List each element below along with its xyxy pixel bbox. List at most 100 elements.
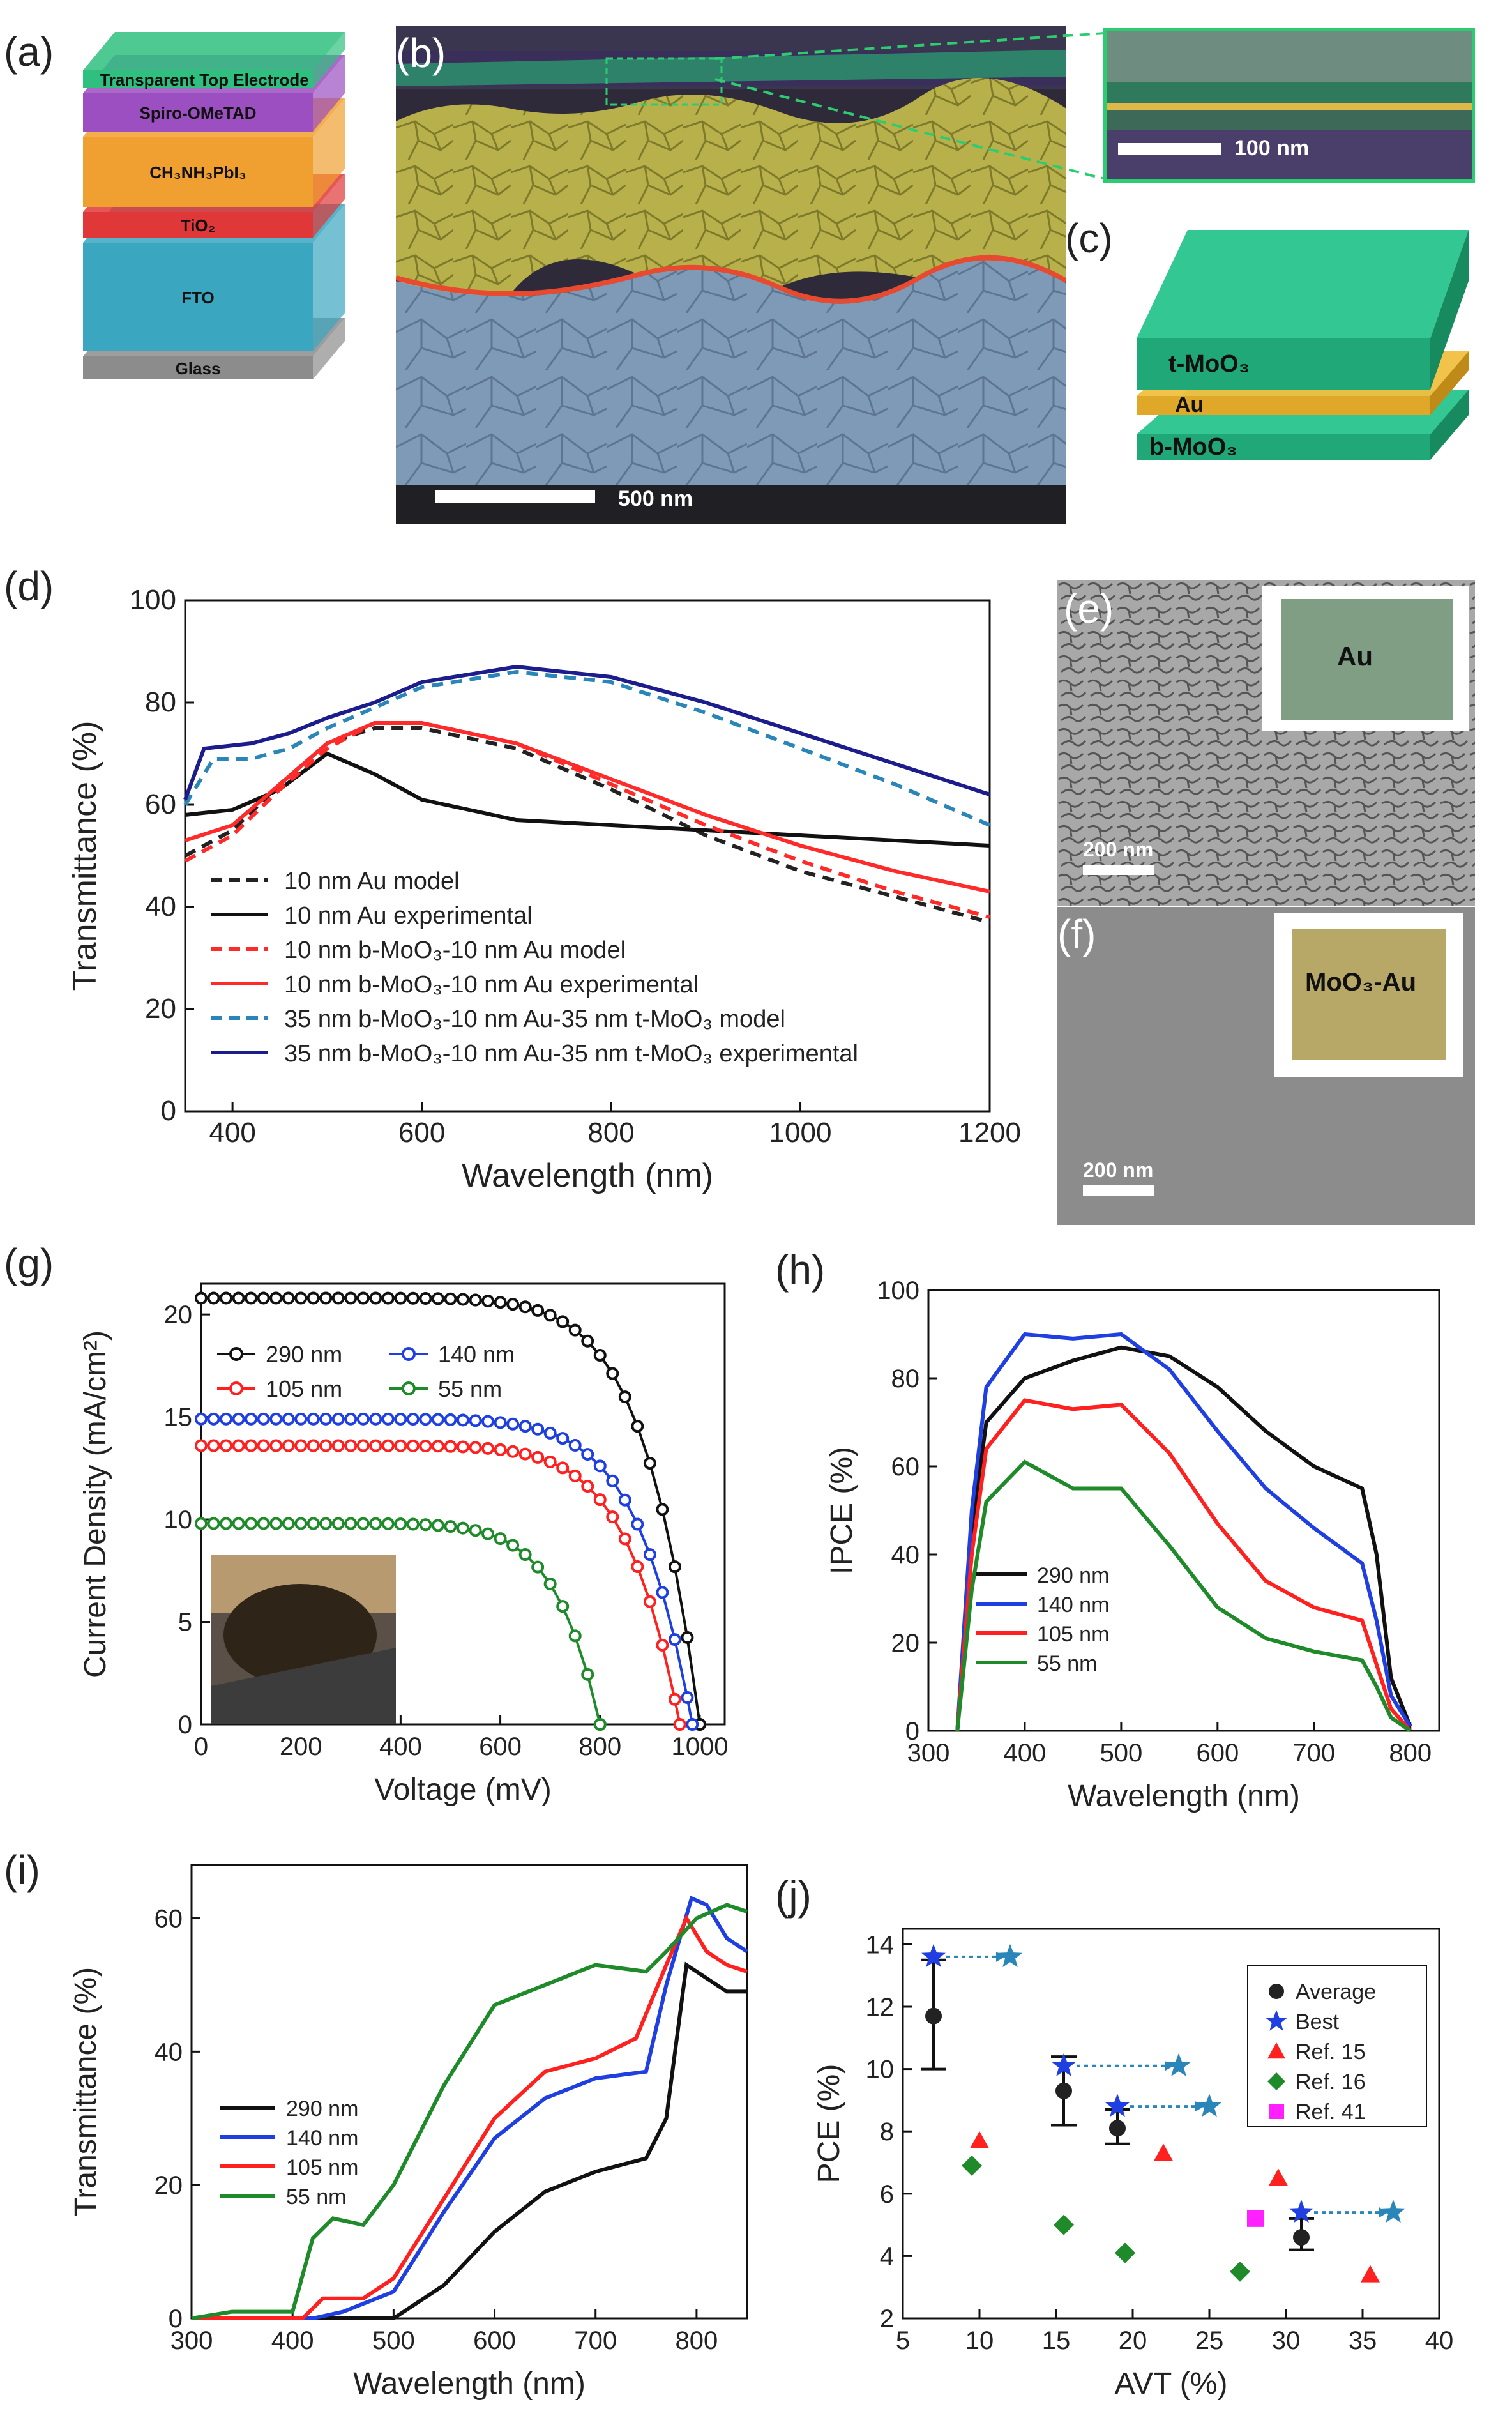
y-tick-label: 0 [169,2305,183,2333]
jv-marker [381,1412,395,1426]
jv-marker [195,1291,208,1305]
x-tick-label: 0 [194,1733,208,1761]
legend-marker [402,1381,416,1395]
jv-marker [457,1293,469,1306]
jv-marker [668,1692,681,1706]
layer-label: Transparent Top Electrode [100,70,308,89]
jv-marker [494,1416,507,1429]
sem-image-moo3-au: (f) MoO₃-Au 200 nm [1057,907,1475,1225]
jv-marker [220,1412,233,1426]
jv-marker [282,1412,295,1426]
y-tick-label: 80 [891,1365,920,1393]
panel-letter: (j) [775,1873,812,1919]
panel-letter: (d) [4,563,54,609]
legend-label: 140 nm [1037,1593,1109,1617]
ipce-curve [955,1459,1412,1733]
jv-marker [444,1520,457,1533]
jv-marker [543,1578,557,1591]
jv-marker [656,1586,669,1599]
y-tick-label: 6 [880,2180,894,2209]
layer-label: FTO [181,288,215,307]
jv-marker [245,1517,258,1530]
legend-marker [1265,2010,1288,2031]
layer-side-face [313,318,345,379]
jv-marker [518,1447,532,1461]
legend-marker [1269,1984,1284,1999]
x-tick-label: 400 [271,2327,314,2355]
jv-marker [556,1432,570,1445]
x-tick-label: 800 [676,2327,718,2355]
jv-marker [618,1390,631,1404]
jv-marker [469,1524,482,1537]
jv-marker [269,1291,283,1305]
layer-front-face [83,212,313,238]
au-label: Au [1175,393,1204,417]
jv-marker [220,1291,233,1305]
jv-marker [269,1439,283,1452]
y-tick-label: 100 [877,1277,919,1305]
legend-label: 140 nm [438,1341,515,1367]
jv-marker [531,1422,545,1436]
jv-marker [506,1539,520,1552]
jv-marker [481,1441,495,1455]
jv-marker [369,1517,382,1530]
jv-marker [593,1349,607,1362]
jv-marker [331,1517,345,1530]
ref15-marker [970,2131,989,2148]
inset-moo3-au-label: MoO₃-Au [1305,968,1417,996]
layer-front-face [83,93,313,132]
electrode-stack-diagram: t-MoO₃ Au b-MoO₃ [1137,230,1469,460]
b-moo3-label: b-MoO₃ [1149,434,1237,460]
jv-marker [257,1439,270,1452]
jv-marker [681,1631,694,1644]
jv-marker [518,1300,532,1314]
jv-marker [369,1439,382,1452]
jv-marker [469,1441,482,1454]
jv-marker [656,1638,669,1652]
x-tick-label: 400 [209,1117,255,1148]
legend-marker [229,1381,243,1395]
x-tick-label: 5 [896,2327,910,2355]
jv-marker [356,1412,370,1426]
x-tick-label: 40 [1425,2327,1454,2355]
x-tick-label: 35 [1349,2327,1377,2355]
zoom-connector-lines [714,32,1105,180]
jv-marker [394,1439,407,1452]
plot-frame [927,1289,1440,1732]
y-tick-label: 10 [866,2056,895,2084]
jv-marker [444,1413,457,1426]
legend-marker [229,1347,243,1361]
shift-arrowhead [1165,2060,1174,2071]
legend-label: Ref. 15 [1296,2040,1366,2064]
jv-marker [444,1440,457,1453]
x-tick-label: 600 [473,2327,516,2355]
jv-marker [681,1691,694,1705]
ref16-marker [1115,2242,1135,2263]
jv-marker [481,1527,495,1540]
layer-label: TiO₂ [181,216,215,235]
jv-marker [668,1633,681,1646]
x-axis-label: Wavelength (nm) [1068,1779,1300,1813]
layer-front-face [83,243,313,351]
x-tick-label: 300 [907,1739,950,1767]
legend-marker [1269,2104,1284,2119]
legend-label: 35 nm b-MoO₃-10 nm Au-35 nm t-MoO₃ exper… [284,1040,858,1067]
scale-bar-label: 500 nm [618,487,693,511]
jv-marker [581,1334,594,1348]
jv-marker [207,1291,220,1305]
jv-marker [593,1459,607,1473]
best-marker [1105,2094,1130,2117]
jv-marker [381,1439,395,1452]
sem-image-au: (e) Au 200 nm [1057,580,1475,906]
jv-marker [606,1474,619,1487]
y-axis-label: Current Density (mA/cm²) [79,1330,112,1678]
jv-marker [406,1439,420,1452]
jv-marker [506,1298,520,1311]
jv-marker [331,1412,345,1426]
y-tick-label: 40 [145,891,176,922]
jv-marker [543,1426,557,1440]
jv-marker [282,1517,295,1530]
jv-marker [481,1415,495,1428]
transmittance-curve [192,1961,747,2320]
jv-marker [344,1439,358,1452]
